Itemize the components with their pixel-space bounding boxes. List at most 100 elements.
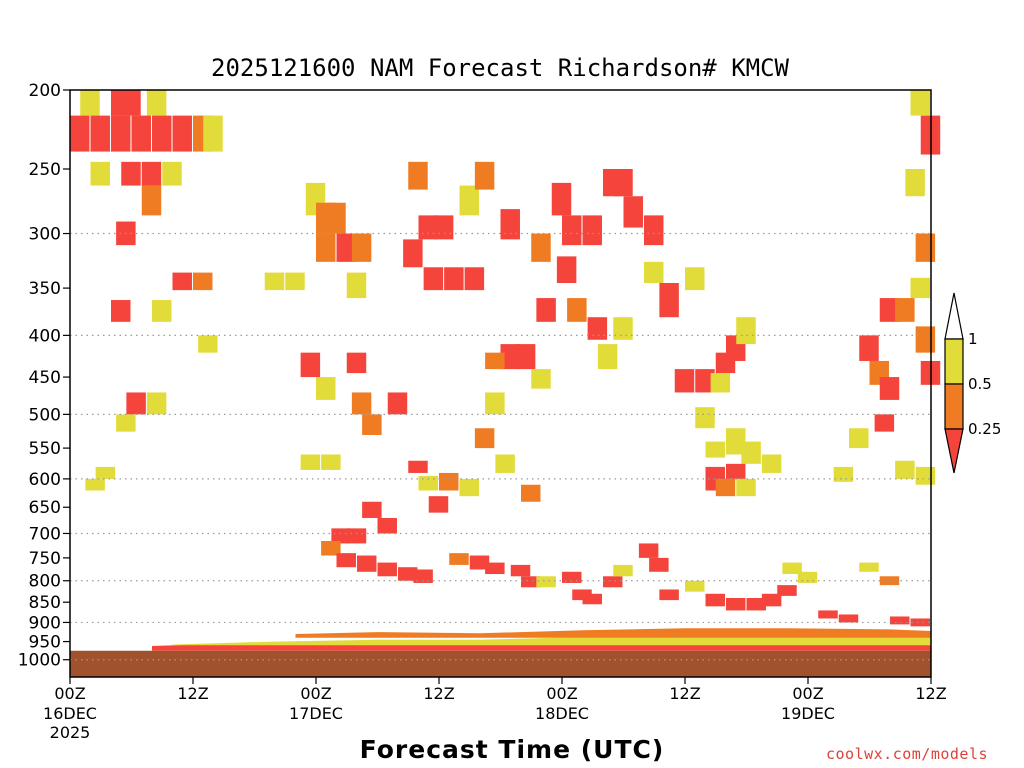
heatmap-cell bbox=[895, 460, 915, 479]
heatmap-cell bbox=[736, 317, 756, 345]
heatmap-cell bbox=[357, 555, 377, 572]
heatmap-cell bbox=[131, 115, 151, 152]
heatmap-cell bbox=[152, 300, 172, 322]
heatmap-cell bbox=[326, 202, 346, 234]
heatmap-cell bbox=[346, 272, 367, 299]
heatmap-cell bbox=[90, 161, 110, 186]
y-tick-label: 900 bbox=[29, 613, 61, 633]
heatmap-cell bbox=[85, 478, 105, 491]
heatmap-cell bbox=[336, 553, 356, 568]
y-tick-label: 600 bbox=[29, 470, 61, 490]
heatmap-cell bbox=[536, 298, 556, 322]
heatmap-cell bbox=[90, 115, 110, 152]
heatmap-cell bbox=[597, 344, 618, 370]
heatmap-cell bbox=[126, 392, 146, 415]
heatmap-cell bbox=[351, 392, 372, 415]
legend-colorbar: 1 0.5 0.25 bbox=[944, 292, 1001, 474]
heatmap-cell bbox=[116, 414, 136, 432]
heatmap-cell bbox=[910, 618, 930, 627]
heatmap-cell bbox=[915, 233, 936, 262]
heatmap-cell bbox=[485, 562, 505, 575]
heatmap-cell bbox=[377, 562, 397, 577]
heatmap-cell bbox=[193, 272, 213, 291]
heatmap-cell bbox=[413, 569, 433, 583]
heatmap-cell bbox=[377, 517, 397, 534]
heatmap-cell bbox=[895, 298, 915, 322]
heatmap-cell bbox=[321, 540, 341, 556]
heatmap-cell bbox=[613, 168, 633, 197]
heatmap-cell bbox=[300, 352, 321, 378]
heatmap-cell bbox=[485, 392, 505, 415]
x-tick-date: 19DEC bbox=[781, 704, 835, 723]
heatmap-cell bbox=[146, 392, 167, 415]
heatmap-cell bbox=[603, 576, 623, 588]
heatmap-cell bbox=[531, 233, 551, 262]
y-tick-label: 300 bbox=[29, 225, 61, 245]
plot-gridlines bbox=[70, 232, 931, 661]
heatmap-cell bbox=[121, 90, 141, 116]
plot-frame bbox=[69, 89, 932, 678]
heatmap-cell bbox=[346, 352, 367, 374]
y-tick-label: 200 bbox=[29, 81, 61, 101]
heatmap-cell bbox=[172, 115, 192, 152]
heatmap-cell bbox=[444, 267, 464, 291]
heatmap-cell bbox=[613, 317, 633, 340]
x-tick-label: 00Z bbox=[54, 684, 85, 703]
heatmap-cell bbox=[403, 239, 423, 268]
heatmap-cell bbox=[321, 454, 341, 470]
heatmap-cell bbox=[536, 576, 556, 588]
heatmap-cell bbox=[736, 478, 756, 497]
heatmap-cell bbox=[726, 598, 746, 611]
x-tick-date: 16DEC bbox=[43, 704, 97, 723]
plot-cells bbox=[70, 90, 941, 677]
heatmap-cell bbox=[695, 369, 715, 393]
chart-title: 2025121600 NAM Forecast Richardson# KMCW bbox=[211, 54, 790, 82]
heatmap-cell bbox=[300, 454, 321, 470]
heatmap-cell bbox=[264, 272, 285, 291]
heatmap-cell bbox=[782, 562, 802, 575]
heatmap-cell bbox=[644, 215, 664, 246]
heatmap-cell bbox=[859, 562, 879, 572]
heatmap-cell bbox=[351, 233, 372, 262]
heatmap-cell bbox=[203, 115, 223, 152]
heatmap-cell bbox=[464, 267, 485, 291]
x-tick-year: 2025 bbox=[50, 723, 91, 742]
heatmap-cell bbox=[587, 317, 608, 340]
legend-arrow-bottom bbox=[944, 428, 964, 474]
ground-fill bbox=[70, 650, 931, 677]
heatmap-cell bbox=[797, 571, 818, 583]
heatmap-cell bbox=[644, 261, 664, 284]
heatmap-cell bbox=[439, 472, 459, 491]
heatmap-cell bbox=[418, 475, 438, 491]
heatmap-cell bbox=[111, 115, 131, 152]
x-tick-date: 17DEC bbox=[289, 704, 343, 723]
heatmap-cell bbox=[428, 496, 449, 513]
heatmap-cell bbox=[111, 300, 131, 322]
heatmap-cell bbox=[515, 344, 536, 370]
heatmap-cell bbox=[685, 580, 705, 592]
heatmap-cell bbox=[572, 589, 592, 601]
heatmap-cell bbox=[746, 598, 766, 611]
heatmap-cell bbox=[408, 460, 428, 473]
y-tick-label: 950 bbox=[29, 633, 61, 653]
heatmap-cell bbox=[726, 463, 746, 479]
x-tick-date: 18DEC bbox=[535, 704, 589, 723]
legend-label: 1 bbox=[968, 330, 978, 348]
heatmap-cell bbox=[915, 326, 936, 353]
heatmap-cell bbox=[567, 298, 587, 322]
heatmap-cell bbox=[80, 90, 100, 116]
heatmap-cell bbox=[818, 610, 838, 619]
heatmap-cell bbox=[362, 414, 382, 435]
heatmap-cell bbox=[761, 454, 782, 473]
heatmap-cell bbox=[362, 501, 382, 518]
heatmap-cell bbox=[685, 267, 705, 291]
legend-swatch bbox=[944, 383, 964, 430]
heatmap-cell bbox=[879, 576, 900, 586]
heatmap-cell bbox=[649, 557, 669, 572]
heatmap-cell bbox=[316, 377, 336, 400]
legend-arrow-top bbox=[944, 292, 964, 340]
heatmap-cell bbox=[146, 90, 167, 116]
y-tick-label: 250 bbox=[29, 160, 61, 180]
heatmap-cell bbox=[623, 196, 643, 228]
